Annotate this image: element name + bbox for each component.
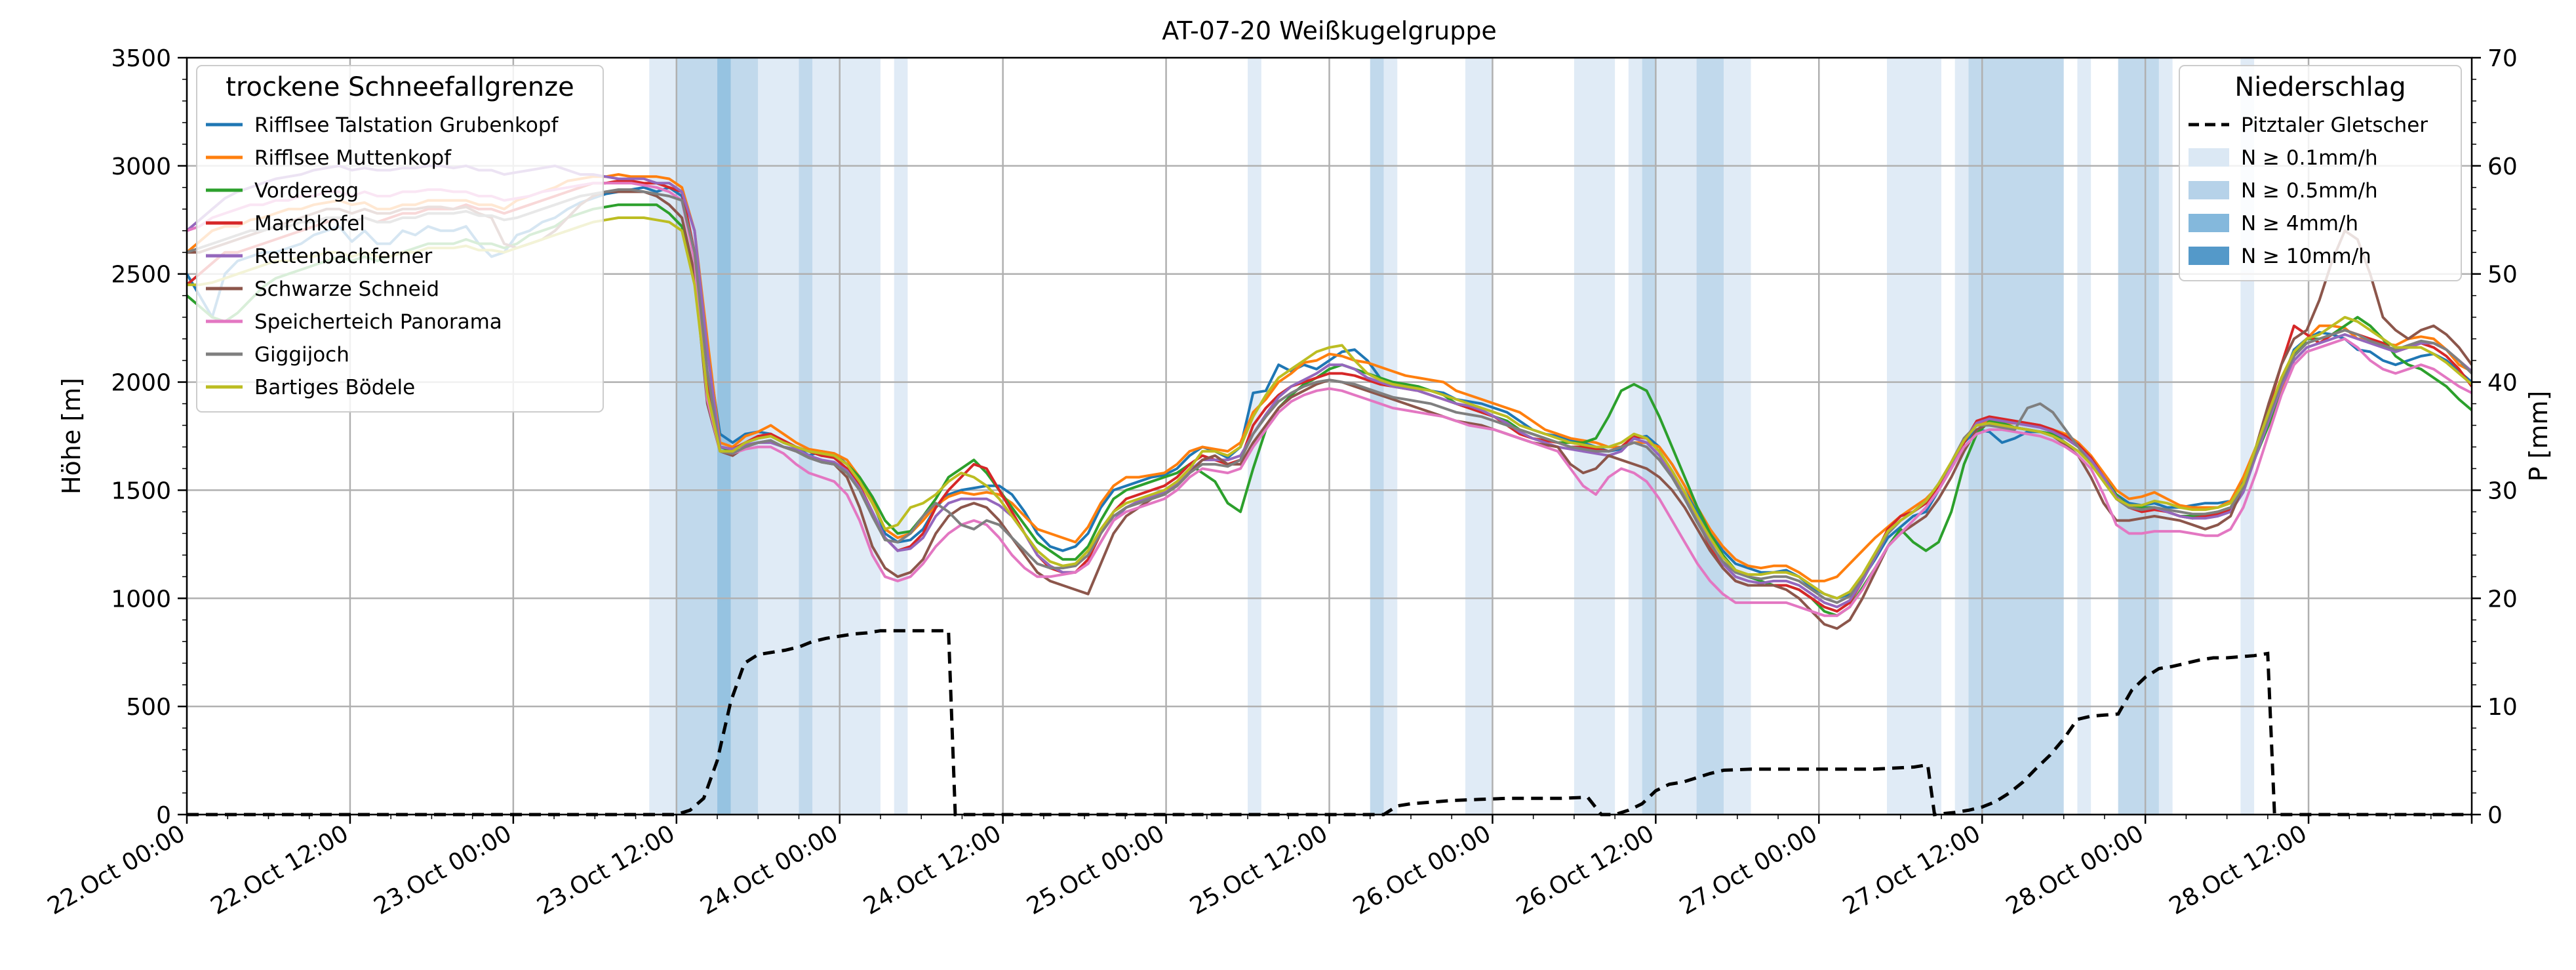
legend-swatch <box>2189 148 2229 167</box>
precip-band <box>1465 58 1493 815</box>
y2-tick-label: 10 <box>2487 694 2518 721</box>
legend-label: N ≥ 10mm/h <box>2241 245 2371 268</box>
precip-band <box>1370 58 1384 815</box>
legend-label: Giggijoch <box>254 343 349 367</box>
precip-band <box>1574 58 1615 815</box>
y-tick-label: 1500 <box>111 477 171 504</box>
precip-band <box>676 58 718 815</box>
y-tick-label: 500 <box>126 694 171 721</box>
chart-title: AT-07-20 Weißkugelgruppe <box>1162 16 1497 45</box>
precip-band <box>1887 58 1941 815</box>
x-tick-label: 28.Oct 00:00 <box>2002 820 2149 920</box>
x-tick-label: 23.Oct 12:00 <box>533 820 680 920</box>
legend-label: Pitztaler Gletscher <box>2241 113 2428 137</box>
precip-cumulative-line <box>187 629 2472 817</box>
y-tick-label: 3000 <box>111 153 171 180</box>
y-axis-label: Höhe [m] <box>57 378 86 495</box>
x-tick-label: 28.Oct 12:00 <box>2165 820 2312 920</box>
legend-snowline-frame <box>196 65 604 413</box>
y2-tick-label: 50 <box>2487 262 2518 289</box>
precip-band <box>1954 58 1969 815</box>
legend-label: Vorderegg <box>254 179 359 203</box>
y2-tick-label: 70 <box>2487 45 2518 72</box>
precip-band <box>1655 58 1697 815</box>
x-tick-label: 25.Oct 12:00 <box>1185 820 1332 920</box>
precip-band <box>1248 58 1261 815</box>
legend-label: Rettenbachferner <box>254 245 433 268</box>
legend-label: N ≥ 0.5mm/h <box>2241 179 2378 203</box>
y-tick-label: 2500 <box>111 262 171 289</box>
x-tick-label: 25.Oct 00:00 <box>1022 820 1169 920</box>
legend-swatch <box>2189 181 2229 199</box>
y-tick-label: 3500 <box>111 45 171 72</box>
legend-label: Rifflsee Talstation Grubenkopf <box>254 113 559 137</box>
legend-swatch <box>2189 214 2229 232</box>
legend-label: Speicherteich Panorama <box>254 310 502 334</box>
precip-band <box>1642 58 1656 815</box>
precip-band <box>1696 58 1724 815</box>
x-tick-label: 24.Oct 12:00 <box>859 820 1006 920</box>
precipitation-line <box>187 629 2472 817</box>
legend-label: Marchkofel <box>254 212 365 235</box>
x-tick-label: 23.Oct 00:00 <box>370 820 517 920</box>
legend-precipitation: Niederschlag Pitztaler Gletscher N ≥ 0.1mm… <box>2179 65 2462 281</box>
precipitation-bands <box>649 58 2255 815</box>
legend-swatch <box>2189 247 2229 265</box>
y2-tick-label: 30 <box>2487 477 2518 504</box>
legend-label: Bartiges Bödele <box>254 376 415 399</box>
y-tick-label: 1000 <box>111 586 171 613</box>
legend-snowline: trockene Schneefallgrenze Rifflsee Talsta… <box>196 65 604 413</box>
precip-band <box>812 58 881 815</box>
legend-precip-frame <box>2179 65 2462 281</box>
precip-band <box>799 58 813 815</box>
y-tick-label: 2000 <box>111 370 171 397</box>
x-tick-label: 27.Oct 12:00 <box>1838 820 1985 920</box>
precip-band <box>2118 58 2159 815</box>
legend-snowline-title: trockene Schneefallgrenze <box>226 72 574 102</box>
legend-label: N ≥ 4mm/h <box>2241 212 2358 235</box>
legend-label: Rifflsee Muttenkopf <box>254 146 452 170</box>
x-tick-label: 22.Oct 00:00 <box>43 820 190 920</box>
precip-band <box>1383 58 1398 815</box>
legend-label: Schwarze Schneid <box>254 277 439 301</box>
legend-precip-title: Niederschlag <box>2234 72 2406 102</box>
legend-label: N ≥ 0.1mm/h <box>2241 146 2378 170</box>
x-tick-label: 26.Oct 12:00 <box>1512 820 1659 920</box>
y-tick-label: 0 <box>156 802 171 829</box>
precip-band <box>2158 58 2173 815</box>
x-tick-label: 24.Oct 00:00 <box>696 820 842 920</box>
y2-tick-label: 0 <box>2487 802 2503 829</box>
y2-tick-label: 40 <box>2487 370 2518 397</box>
precip-band <box>1724 58 1751 815</box>
precip-band <box>649 58 677 815</box>
x-tick-label: 22.Oct 12:00 <box>207 820 353 920</box>
x-tick-label: 26.Oct 00:00 <box>1349 820 1496 920</box>
x-tick-label: 27.Oct 00:00 <box>1675 820 1822 920</box>
precip-band <box>2077 58 2091 815</box>
precip-band <box>894 58 908 815</box>
y2-tick-label: 60 <box>2487 153 2518 180</box>
y2-axis-label: P [mm] <box>2524 391 2553 482</box>
y2-tick-label: 20 <box>2487 586 2518 613</box>
